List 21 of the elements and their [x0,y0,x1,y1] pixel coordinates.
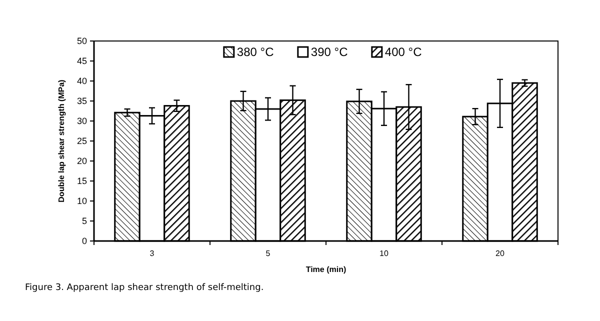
x-tick-label: 20 [496,249,505,258]
y-tick-label: 15 [76,176,87,186]
legend-label: 390 °C [310,45,348,60]
y-tick-label: 40 [76,76,87,86]
legend-label: 380 °C [236,45,274,60]
x-tick-label: 3 [150,249,155,258]
y-tick-label: 50 [76,36,87,46]
x-tick-label: 10 [380,249,389,258]
y-tick-label: 45 [76,56,87,66]
y-tick-label: 10 [76,196,87,206]
y-axis-title: Double lap shear strength (MPa) [57,79,66,202]
x-axis-title: Time (min) [306,265,346,274]
y-tick-label: 30 [76,116,87,126]
y-tick-label: 20 [76,156,87,166]
y-tick-label: 0 [82,236,87,246]
x-tick-label: 5 [266,249,271,258]
y-tick-label: 25 [76,136,87,146]
caption: Figure 3. Apparent lap shear strength of self-melting. [25,283,264,293]
legend-label: 400 °C [384,45,422,60]
y-tick-label: 35 [76,96,87,106]
y-tick-label: 5 [82,216,87,226]
